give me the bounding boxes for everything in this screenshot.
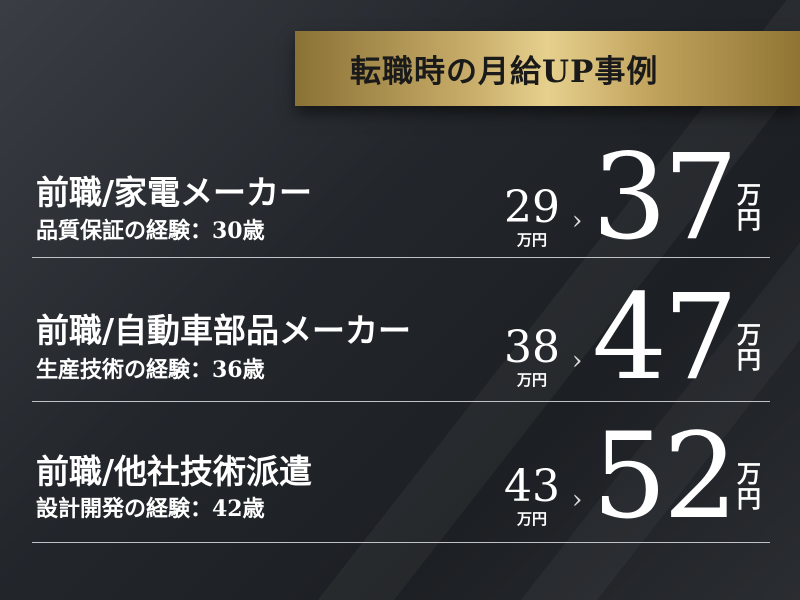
heading: 転職時の月給UP事例 [350, 54, 659, 90]
chevron-right-icon: › [572, 485, 583, 515]
unit-en: 円 [737, 205, 761, 235]
unit-man: 万 [737, 180, 761, 209]
chevron-right-icon: › [572, 206, 583, 236]
unit-en: 円 [737, 345, 761, 375]
unit-en: 円 [737, 484, 761, 514]
salary-after: 37 [592, 128, 738, 266]
heading-banner: 転職時の月給UP事例 [295, 31, 800, 106]
salary-before: 43 [504, 461, 560, 512]
salary-before: 38 [504, 322, 560, 373]
unit-man: 万 [737, 320, 761, 349]
case-subtitle: 品質保証の経験：30歳 [36, 218, 265, 244]
chevron-right-icon: › [572, 346, 583, 376]
case-row: 前職/家電メーカー 品質保証の経験：30歳 29 万円 › 37 万円 [32, 118, 770, 258]
salary-before: 29 [504, 182, 560, 233]
salary-after-unit: 万円 [737, 180, 767, 235]
salary-before-unit: 万円 [516, 371, 547, 389]
salary-after: 47 [592, 268, 738, 406]
case-subtitle: 設計開発の経験：42歳 [36, 496, 265, 522]
salary-after: 52 [592, 407, 738, 545]
salary-after-unit: 万円 [737, 320, 767, 375]
case-row: 前職/自動車部品メーカー 生産技術の経験：36歳 38 万円 › 47 万円 [32, 262, 770, 402]
case-row: 前職/他社技術派遣 設計開発の経験：42歳 43 万円 › 52 万円 [32, 403, 770, 543]
salary-before-unit: 万円 [516, 510, 547, 528]
salary-after-unit: 万円 [737, 459, 767, 514]
case-title: 前職/他社技術派遣 [36, 452, 313, 491]
case-subtitle: 生産技術の経験：36歳 [36, 357, 265, 383]
unit-man: 万 [737, 459, 761, 488]
case-title: 前職/家電メーカー [36, 173, 313, 212]
case-title: 前職/自動車部品メーカー [36, 311, 412, 350]
salary-before-unit: 万円 [516, 231, 547, 249]
